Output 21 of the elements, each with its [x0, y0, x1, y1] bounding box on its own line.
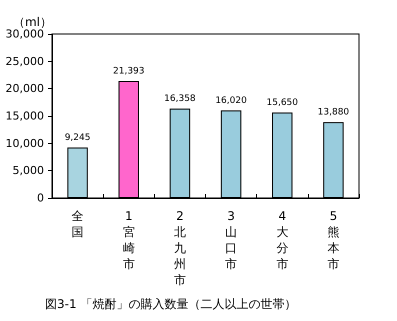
x-tick-label: 全国	[72, 209, 84, 239]
data-label: 16,020	[215, 96, 248, 106]
data-label: 15,650	[266, 98, 298, 108]
y-tick-label: 30,000	[6, 28, 44, 40]
y-tick-label: 20,000	[6, 82, 44, 96]
data-label: 9,245	[64, 132, 90, 143]
data-label: 16,358	[164, 94, 196, 104]
data-label: 21,393	[113, 66, 144, 77]
y-tick-label: 15,000	[6, 110, 44, 122]
data-label: 13,880	[318, 108, 350, 118]
y-tick-label: 25,000	[6, 54, 44, 68]
y-tick-label: 0	[37, 192, 44, 204]
text: 図3-1 「焼酎」の購入数量（二人以上の世帯）	[45, 297, 296, 311]
x-tick-label: 2北九州市	[174, 209, 186, 287]
y-tick-label: 5,000	[12, 164, 44, 178]
x-tick-label: 1宮崎市	[122, 209, 135, 271]
x-tick-label: 3山口市	[225, 209, 238, 271]
y-tick-label: 10,000	[6, 136, 44, 150]
x-tick-label: 5熊本市	[327, 209, 340, 271]
y-axis-title: （ml）	[12, 15, 52, 29]
x-tick-label: 4大分市	[276, 209, 288, 271]
